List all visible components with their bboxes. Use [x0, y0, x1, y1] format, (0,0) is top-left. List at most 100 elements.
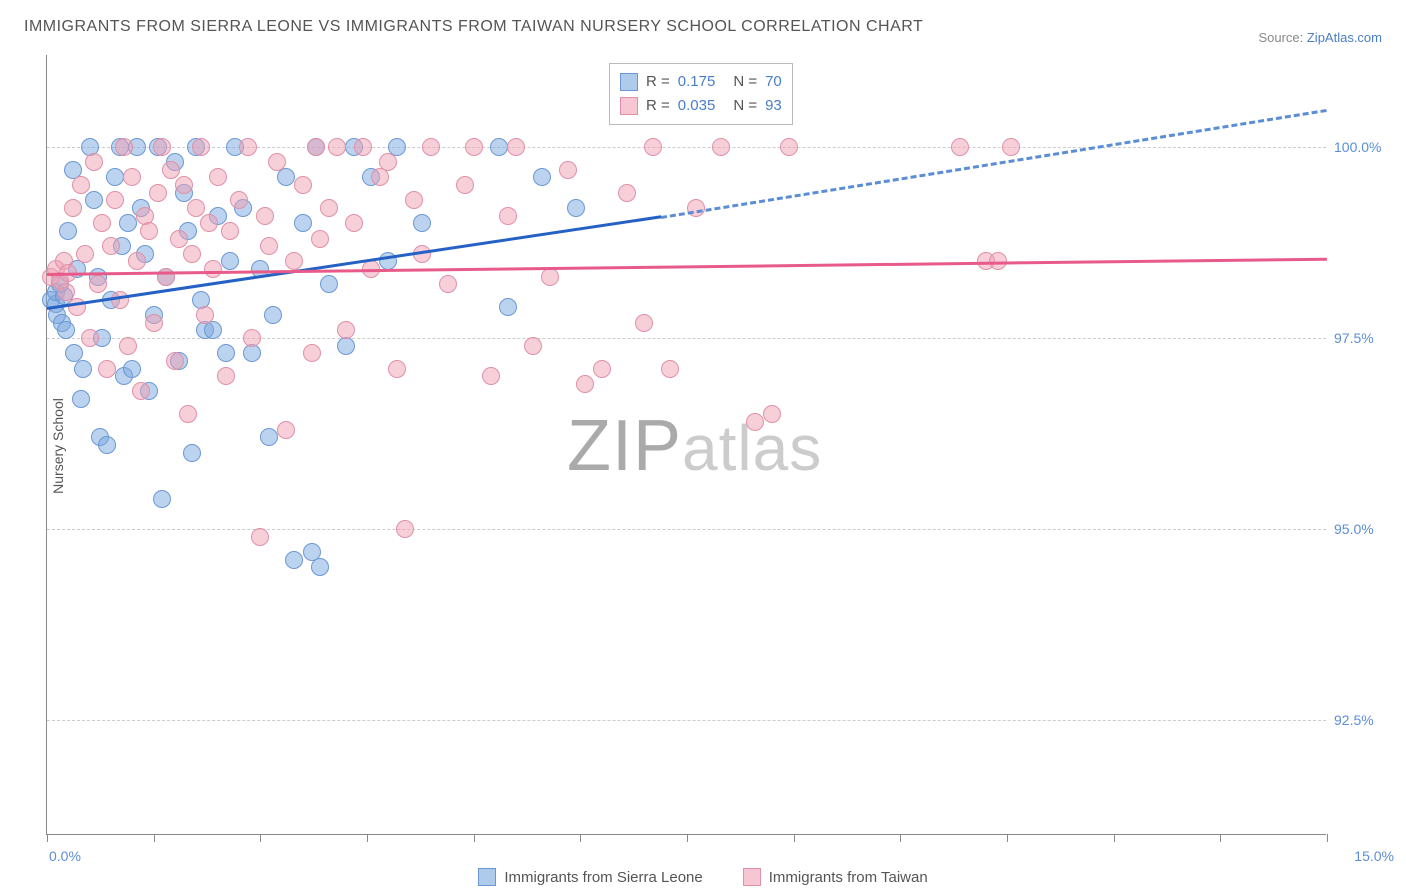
- scatter-point: [183, 444, 201, 462]
- scatter-point: [175, 176, 193, 194]
- scatter-point: [98, 360, 116, 378]
- legend-label-a: Immigrants from Sierra Leone: [504, 869, 702, 886]
- scatter-point: [149, 184, 167, 202]
- scatter-point: [98, 436, 116, 454]
- source-prefix: Source:: [1258, 30, 1306, 45]
- scatter-point: [204, 260, 222, 278]
- scatter-point: [260, 428, 278, 446]
- scatter-point: [320, 275, 338, 293]
- stats-row: R =0.035N =93: [620, 94, 782, 118]
- scatter-point: [204, 321, 222, 339]
- scatter-point: [256, 207, 274, 225]
- scatter-point: [780, 138, 798, 156]
- scatter-point: [951, 138, 969, 156]
- stats-n-value: 70: [765, 70, 782, 94]
- x-tick: [47, 834, 48, 842]
- scatter-point: [221, 252, 239, 270]
- scatter-point: [74, 360, 92, 378]
- scatter-point: [102, 237, 120, 255]
- x-tick: [154, 834, 155, 842]
- scatter-point: [593, 360, 611, 378]
- scatter-point: [157, 268, 175, 286]
- x-tick: [474, 834, 475, 842]
- x-tick: [900, 834, 901, 842]
- stats-n-label: N =: [733, 70, 757, 94]
- scatter-point: [635, 314, 653, 332]
- trend-line-a-dashed: [661, 109, 1327, 219]
- scatter-point: [524, 337, 542, 355]
- x-axis-first-tick: 0.0%: [49, 848, 81, 864]
- scatter-point: [170, 230, 188, 248]
- stats-r-label: R =: [646, 70, 670, 94]
- x-axis-last-tick: 15.0%: [1354, 848, 1394, 864]
- scatter-point: [465, 138, 483, 156]
- scatter-point: [239, 138, 257, 156]
- source-attribution: Source: ZipAtlas.com: [1258, 30, 1382, 45]
- scatter-point: [183, 245, 201, 263]
- scatter-point: [371, 168, 389, 186]
- scatter-point: [456, 176, 474, 194]
- scatter-point: [311, 230, 329, 248]
- scatter-point: [89, 275, 107, 293]
- scatter-point: [217, 344, 235, 362]
- scatter-point: [251, 528, 269, 546]
- scatter-point: [106, 191, 124, 209]
- scatter-point: [72, 390, 90, 408]
- stats-n-value: 93: [765, 94, 782, 118]
- scatter-point: [209, 168, 227, 186]
- stats-r-value: 0.175: [678, 70, 716, 94]
- scatter-point: [712, 138, 730, 156]
- scatter-point: [119, 214, 137, 232]
- gridline: [47, 529, 1326, 530]
- scatter-point: [166, 352, 184, 370]
- x-tick: [580, 834, 581, 842]
- x-tick: [1220, 834, 1221, 842]
- scatter-point: [119, 337, 137, 355]
- scatter-point: [644, 138, 662, 156]
- scatter-point: [396, 520, 414, 538]
- scatter-point: [81, 329, 99, 347]
- scatter-point: [439, 275, 457, 293]
- scatter-point: [153, 138, 171, 156]
- scatter-point: [307, 138, 325, 156]
- scatter-point: [145, 314, 163, 332]
- scatter-point: [405, 191, 423, 209]
- legend-item-a: Immigrants from Sierra Leone: [478, 868, 702, 886]
- y-tick-label: 92.5%: [1334, 712, 1394, 728]
- scatter-point: [264, 306, 282, 324]
- scatter-point: [187, 199, 205, 217]
- scatter-point: [294, 176, 312, 194]
- legend-swatch-b: [743, 868, 761, 886]
- bottom-legend: Immigrants from Sierra Leone Immigrants …: [0, 868, 1406, 886]
- x-tick: [687, 834, 688, 842]
- y-tick-label: 97.5%: [1334, 330, 1394, 346]
- scatter-point: [221, 222, 239, 240]
- scatter-point: [285, 551, 303, 569]
- scatter-point: [132, 382, 150, 400]
- scatter-point: [128, 252, 146, 270]
- scatter-point: [277, 421, 295, 439]
- scatter-point: [746, 413, 764, 431]
- scatter-point: [388, 360, 406, 378]
- scatter-point: [490, 138, 508, 156]
- watermark-main: ZIP: [567, 406, 682, 486]
- stats-n-label: N =: [733, 94, 757, 118]
- scatter-point: [106, 168, 124, 186]
- scatter-point: [72, 176, 90, 194]
- scatter-point: [93, 214, 111, 232]
- scatter-point: [482, 367, 500, 385]
- scatter-point: [123, 168, 141, 186]
- scatter-point: [345, 214, 363, 232]
- scatter-point: [303, 344, 321, 362]
- plot-area: ZIPatlas R =0.175N =70R =0.035N =93 0.0%…: [46, 55, 1326, 835]
- scatter-point: [59, 222, 77, 240]
- scatter-point: [328, 138, 346, 156]
- scatter-point: [268, 153, 286, 171]
- chart-title: IMMIGRANTS FROM SIERRA LEONE VS IMMIGRAN…: [24, 18, 923, 36]
- source-link[interactable]: ZipAtlas.com: [1307, 30, 1382, 45]
- scatter-point: [413, 214, 431, 232]
- scatter-point: [499, 207, 517, 225]
- scatter-point: [192, 138, 210, 156]
- scatter-point: [230, 191, 248, 209]
- stats-r-value: 0.035: [678, 94, 716, 118]
